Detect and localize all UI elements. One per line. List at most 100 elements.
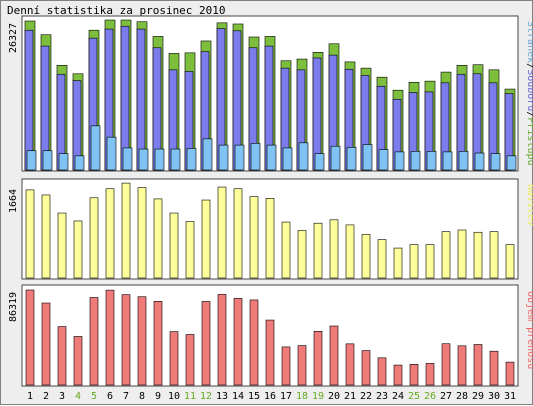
legend-entry: / [525,63,533,69]
bar-traffic [57,326,67,386]
legend-hits: Stránek/Souborů/Přístupů [525,21,533,166]
bar-traffic [25,289,35,386]
bar-traffic [281,346,291,386]
ymax-label-traffic: 86319 [8,292,19,322]
bar-traffic [217,294,227,386]
bar-traffic [249,299,259,386]
bar-traffic [329,325,339,386]
x-tick-label: 21 [344,391,356,402]
bar-traffic [313,330,323,386]
bar-traffic [73,336,83,386]
bar-visits [217,186,227,279]
bar-pages [106,136,117,171]
bar-traffic [201,301,211,386]
x-tick-label: 30 [488,391,500,402]
bar-visits [89,197,99,279]
bar-traffic [137,296,147,386]
x-tick-label: 16 [264,391,276,402]
bar-visits [297,230,307,279]
bar-visits [153,198,163,279]
ymax-label-visits: 1664 [8,189,19,213]
x-tick-label: 4 [75,391,81,402]
x-tick-label: 23 [376,391,388,402]
bar-visits [393,247,403,279]
bar-pages [74,155,85,171]
bar-visits [473,231,483,279]
bar-pages [138,148,149,171]
x-tick-label: 24 [392,391,404,402]
bar-visits [505,244,515,279]
x-tick-label: 22 [360,391,372,402]
legend-visits: Návštěv [525,184,533,226]
x-tick-label: 2 [43,391,49,402]
bar-traffic [441,343,451,386]
bar-traffic [233,298,243,386]
x-tick-label: 15 [248,391,260,402]
bar-traffic [409,364,419,386]
bar-pages [458,151,469,171]
bar-traffic [489,350,499,386]
bar-pages [378,149,389,171]
bar-pages [346,147,357,171]
x-tick-label: 11 [184,391,196,402]
x-tick-label: 26 [424,391,436,402]
bar-traffic [89,297,99,386]
bar-traffic [265,319,275,386]
bar-pages [170,148,181,171]
bar-traffic [297,345,307,386]
chart-title: Denní statistika za prosinec 2010 [7,4,226,17]
bar-traffic [153,301,163,386]
bar-visits [361,234,371,279]
x-tick-label: 5 [91,391,97,402]
bar-traffic [169,331,179,386]
x-tick-label: 25 [408,391,420,402]
legend-entry: / [525,111,533,117]
bar-visits [137,187,147,279]
bar-traffic [425,363,435,386]
bar-pages [250,143,261,171]
x-tick-label: 10 [168,391,180,402]
bar-pages [394,151,405,171]
bar-visits [313,222,323,279]
bar-visits [41,194,51,279]
bar-visits [441,231,451,279]
bar-visits [377,239,387,279]
bar-pages [506,155,517,171]
bar-pages [474,152,485,171]
bar-pages [26,150,37,171]
bar-traffic [457,345,467,386]
bar-traffic [105,289,115,386]
bar-pages [218,144,229,171]
bar-pages [298,142,309,171]
bar-pages [186,148,197,171]
bar-visits [489,231,499,279]
bar-pages [362,144,373,171]
x-tick-label: 3 [59,391,65,402]
x-tick-label: 8 [139,391,145,402]
bar-visits [249,196,259,279]
bar-pages [410,151,421,171]
bar-visits [409,244,419,279]
bar-files [312,57,322,171]
bar-traffic [473,344,483,386]
bar-traffic [505,361,515,386]
bar-visits [169,212,179,279]
x-tick-label: 1 [27,391,33,402]
bar-traffic [345,343,355,386]
bar-files [24,29,34,171]
bar-visits [345,224,355,279]
x-tick-label: 12 [200,391,212,402]
bar-traffic [377,357,387,386]
bar-pages [234,144,245,171]
bar-traffic [121,294,131,386]
bar-pages [42,150,53,171]
x-tick-label: 14 [232,391,244,402]
x-tick-label: 19 [312,391,324,402]
bar-visits [121,182,131,279]
x-tick-label: 9 [155,391,161,402]
legend-entry: Souborů [525,69,533,111]
bar-traffic [393,364,403,386]
bar-pages [426,151,437,171]
